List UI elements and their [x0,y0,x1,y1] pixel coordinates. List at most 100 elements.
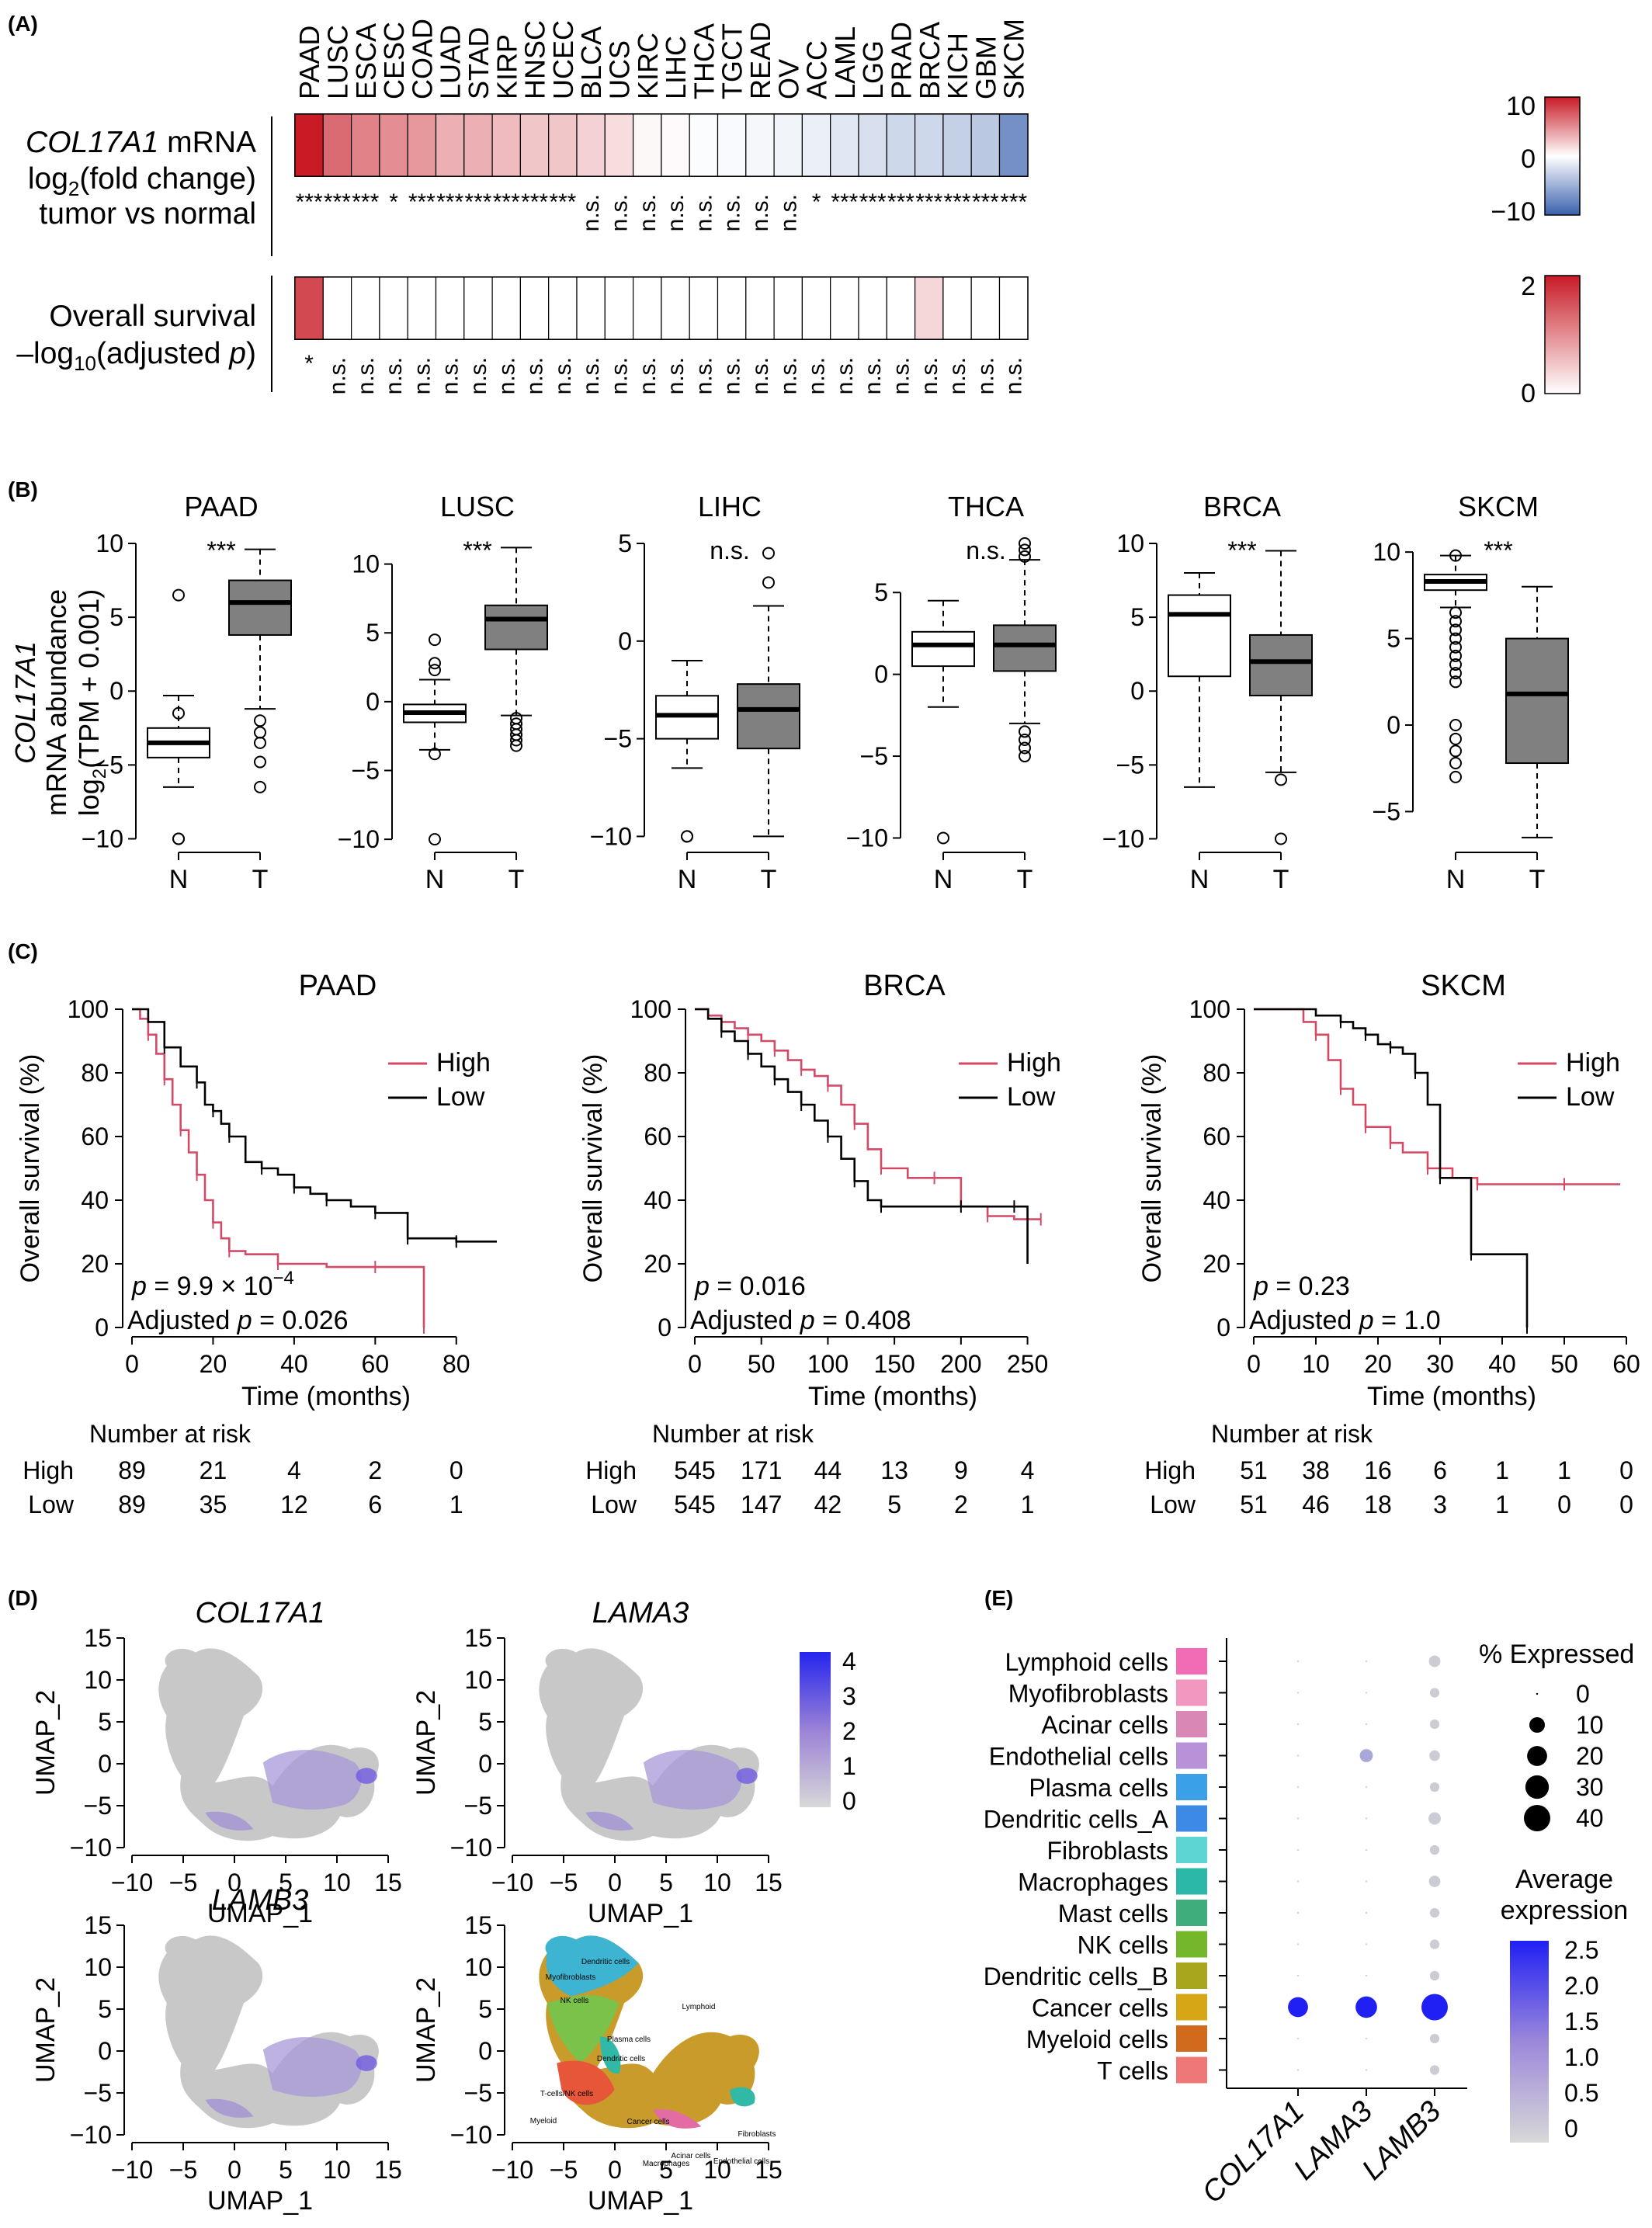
risk-value-brca-low: 5 [887,1491,901,1518]
dot-lymphoid-cells-col17a1 [1296,1660,1300,1663]
outlier-thca-t [1019,550,1031,563]
survival-title-brca: BRCA [863,970,946,1002]
km-x-tick-label-brca: 200 [940,1350,981,1378]
km-pvalue-paad: p = 9.9 × 10−4 [131,1268,294,1301]
umap-y-tick-label-col17a1: 10 [84,1666,112,1694]
cell-type-label-nk-cells: NK cells [1078,1931,1168,1959]
km-curve-skcm-low [1254,1008,1529,1327]
row2-label-line2: –log10(adjusted p) [16,337,256,375]
umap-cells-expressing-lamb3 [262,2037,362,2097]
umap-x-tick-label-lamb3: 10 [323,2156,351,2184]
umap-cluster-dendritic [545,1935,639,1997]
risk-value-skcm-low: 18 [1364,1491,1392,1518]
y-tick-label-thca: 0 [874,661,888,689]
sig-fc-ucec: *** [549,189,576,215]
umap-y-tick-label-lama3: 0 [478,1750,492,1778]
outlier-thca-t [1019,543,1031,557]
dot-myeloid-cells-lamb3 [1429,2033,1440,2044]
boxplot-thca: THCA n.s. 5 0 −5 −10 N T [846,491,1057,894]
outlier-thca-t [1019,733,1031,746]
outlier-paad-t [254,726,266,739]
pct-legend-dot-10 [1529,1717,1545,1733]
cancer-header-coad: COAD [406,19,438,99]
cancer-header-lusc: LUSC [321,25,353,99]
sig-fc-thca: n.s. [691,194,717,231]
cell-type-swatch-fibroblasts [1176,1837,1207,1863]
risk-value-brca-low: 1 [1021,1491,1035,1518]
umap-x-tick-label-clusters: −5 [550,2156,578,2184]
colorbar-fold-change [1544,96,1581,216]
umap-colorbar-tick-label: 1 [842,1752,856,1780]
km-curve-brca-low [695,1008,1029,1264]
umap-cluster-label: T-cells/NK cells [540,2090,593,2098]
umap-y-tick-label-lamb3: 0 [98,2037,112,2065]
y-tick-label-lihc: −5 [604,725,632,753]
km-x-tick-label-skcm: 30 [1426,1350,1454,1378]
km-y-tick-label-skcm: 100 [1189,995,1230,1023]
cancer-header-kirc: KIRC [632,33,664,99]
sig-os-kich: n.s. [945,357,970,394]
survival-cell-blca [576,276,606,340]
outlier-skcm-n [1449,719,1462,731]
cancer-header-cesc: CESC [378,22,410,99]
umap-y-tick-label-clusters: −5 [464,2079,492,2107]
km-x-tick-label-skcm: 60 [1612,1350,1640,1378]
panel-label-d: (D) [8,1586,38,1610]
risk-title-skcm: Number at risk [1211,1420,1373,1448]
avg-legend-label-2.0: 2.0 [1564,1972,1598,2000]
risk-value-brca-high: 9 [954,1456,968,1484]
cell-type-swatch-myofibroblasts [1176,1679,1207,1706]
umap-cloud-col17a1 [158,1648,379,1841]
risk-value-brca-low: 42 [814,1491,842,1518]
sig-os-lusc: n.s. [324,357,350,394]
x-label-thca-n: N [934,865,953,894]
risk-value-brca-high: 171 [741,1456,782,1484]
umap-xlabel-lama3: UMAP_1 [588,1899,693,1928]
survival-cell-brca [914,276,944,340]
y-tick-label-lihc: −10 [590,822,632,850]
umap-cluster-label: Cancer cells [626,2118,669,2126]
y-tick-label-paad: −5 [95,751,123,779]
row2-label-line1: Overall survival [49,300,256,333]
outlier-thca-t [1019,537,1031,550]
sig-os-stad: n.s. [466,357,491,394]
umap-cluster-label: Lymphoid [682,2003,716,2011]
heatmap-row-fold-change: *** *** *** * *** *** *** *** *** *** n.s. n.s. n.s.… [294,113,1029,231]
umap-y-tick-label-col17a1: 5 [98,1708,112,1736]
sig-os-coad: n.s. [409,357,435,394]
cell-type-label-mast-cells: Mast cells [1058,1900,1168,1928]
umap-x-tick-label-col17a1: −5 [169,1869,197,1897]
dot-nk-cells-lama3 [1365,1943,1368,1945]
dot-endothelial-cells-col17a1 [1296,1754,1300,1757]
umap-x-tick-label-lama3: 15 [755,1869,783,1897]
boxplot-lusc: LUSC *** 10 5 0 −5 −10 N T [338,491,548,894]
y-tick-label-thca: −10 [846,824,888,852]
risk-value-skcm-high: 16 [1364,1456,1392,1484]
umap-plots: COL17A1 15 10 5 0 −5 −10 −10 −5 0 5 10 15 UMAP_1 UMAP_… [31,1597,783,2216]
dot-lymphoid-cells-lamb3 [1428,1655,1441,1668]
umap-y-tick-label-lama3: 15 [464,1624,492,1652]
umap-title-lamb3: LAMB3 [212,1884,309,1917]
km-adjusted-pvalue-brca: Adjusted p = 0.408 [690,1306,911,1335]
umap-x-tick-label-col17a1: 5 [279,1869,293,1897]
dot-myofibroblasts-lamb3 [1429,1688,1440,1698]
dot-acinar-cells-col17a1 [1296,1723,1300,1726]
outlier-lusc-n [429,657,441,670]
dot-myeloid-cells-lama3 [1365,2037,1368,2040]
umap-y-tick-label-lama3: 5 [478,1708,492,1736]
x-label-thca-t: T [1017,865,1033,894]
outlier-skcm-n [1449,757,1462,770]
dot-plasma-cells-lama3 [1365,1786,1368,1789]
umap-y-tick-label-col17a1: 15 [84,1624,112,1652]
panel-b: (B) COL17A1 mRNA abundance log2(TPM + 0.… [8,477,1569,894]
cancer-header-hnsc: HNSC [519,20,551,99]
umap-cluster-nk [547,1995,620,2063]
boxplot-sig-brca: *** [1227,536,1256,564]
box-thca-t [993,624,1057,672]
y-tick-label-lusc: 5 [366,619,380,647]
boxplot-paad: PAAD *** 10 5 0 −5 −10 N T [82,491,292,894]
cell-type-label-t-cells: T cells [1097,2057,1168,2085]
x-label-lusc-n: N [425,865,445,894]
cell-type-swatch-endothelial-cells [1176,1742,1207,1769]
